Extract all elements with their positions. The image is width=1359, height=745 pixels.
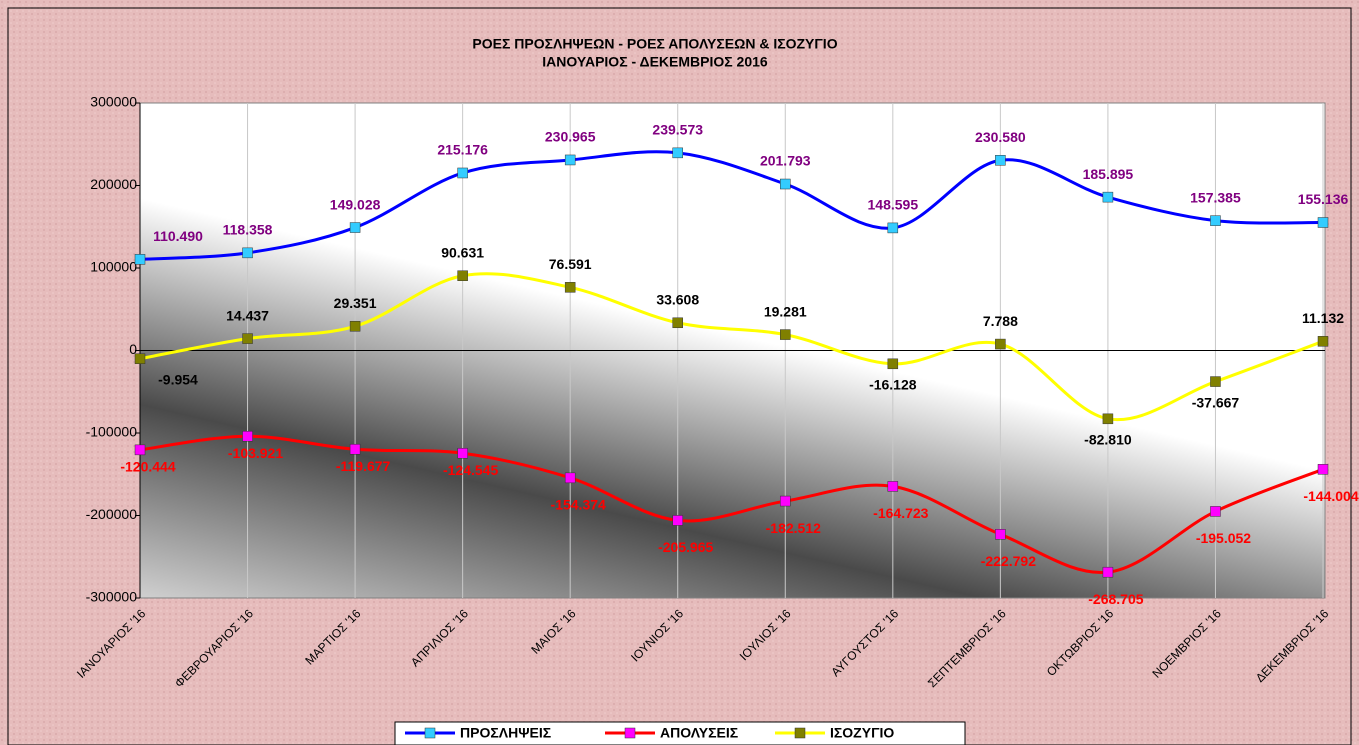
chart-border — [7, 7, 1352, 745]
data-label: 155.136 — [1298, 191, 1349, 207]
data-label: -82.810 — [1084, 432, 1132, 448]
chart-title: ΡΟΕΣ ΠΡΟΣΛΗΨΕΩΝ - ΡΟΕΣ ΑΠΟΛΥΣΕΩΝ & ΙΣΟΖΥ… — [472, 36, 837, 52]
data-point — [1317, 336, 1329, 347]
y-tick-label: 300000 — [90, 94, 137, 110]
data-point — [134, 353, 146, 364]
data-point — [564, 472, 576, 484]
data-label: -16.128 — [869, 377, 917, 393]
data-label: -119.677 — [336, 458, 391, 474]
data-label: 230.965 — [545, 129, 596, 145]
data-label: -164.723 — [873, 505, 928, 521]
legend — [394, 721, 966, 745]
data-point — [134, 254, 146, 265]
data-label: -103.921 — [228, 445, 283, 461]
data-point — [995, 529, 1006, 540]
data-point — [1210, 506, 1221, 517]
data-label: 230.580 — [975, 129, 1026, 145]
data-label: -9.954 — [158, 371, 198, 387]
data-point — [780, 329, 791, 340]
data-point — [457, 167, 468, 179]
data-label: -205.965 — [658, 539, 713, 555]
data-point — [887, 481, 899, 492]
data-point — [242, 430, 253, 442]
data-label: -37.667 — [1192, 394, 1240, 410]
data-point — [780, 495, 791, 507]
data-label: 19.281 — [764, 303, 807, 319]
data-label: -124.545 — [443, 462, 498, 478]
data-point — [1102, 566, 1114, 578]
data-point — [672, 515, 683, 526]
series-line — [139, 434, 1324, 574]
data-point — [564, 154, 576, 166]
data-label: 201.793 — [760, 153, 811, 169]
data-point — [995, 155, 1006, 166]
data-point — [1102, 191, 1114, 203]
legend-marker — [624, 727, 636, 739]
data-point — [457, 447, 468, 459]
data-point — [349, 321, 361, 332]
chart-subtitle: ΙΑΝΟΥΑΡΙΟΣ - ΔΕΚΕΜΒΡΙΟΣ 2016 — [542, 54, 768, 70]
data-point — [887, 222, 899, 234]
data-point — [1317, 217, 1329, 228]
y-tick-label: 0 — [129, 341, 137, 357]
data-point — [1210, 376, 1221, 387]
data-label: 29.351 — [334, 295, 377, 311]
legend-marker — [794, 727, 806, 739]
data-label: 149.028 — [330, 196, 381, 212]
legend-marker — [424, 727, 436, 739]
data-label: 239.573 — [652, 122, 703, 138]
y-tick-label: -100000 — [86, 424, 138, 440]
data-point — [672, 147, 683, 159]
data-point — [564, 282, 576, 293]
data-label: -144.004 — [1303, 488, 1358, 504]
data-point — [242, 247, 253, 259]
data-point — [1317, 464, 1329, 475]
data-label: 215.176 — [437, 142, 488, 158]
data-label: -268.705 — [1088, 591, 1143, 607]
data-label: 118.358 — [223, 222, 273, 238]
data-label: 110.490 — [153, 228, 203, 244]
data-label: -182.512 — [766, 520, 821, 536]
data-point — [457, 270, 468, 281]
y-tick-label: 200000 — [90, 176, 137, 192]
data-point — [349, 222, 361, 233]
legend-label: ΙΣΟΖΥΓΙΟ — [830, 725, 894, 741]
data-label: 90.631 — [441, 244, 484, 260]
y-tick-label: -200000 — [86, 506, 138, 522]
data-point — [1102, 413, 1114, 425]
data-label: 14.437 — [226, 307, 269, 323]
data-label: 185.895 — [1083, 166, 1134, 182]
data-point — [1210, 215, 1221, 226]
data-label: 11.132 — [1302, 310, 1344, 326]
data-point — [995, 338, 1006, 350]
legend-label: ΑΠΟΛΥΣΕΙΣ — [660, 725, 738, 741]
data-point — [780, 178, 791, 190]
data-label: 76.591 — [549, 256, 592, 272]
data-label: -222.792 — [981, 553, 1036, 569]
data-point — [672, 317, 683, 329]
series-line — [139, 272, 1324, 422]
data-label: -154.374 — [551, 497, 606, 513]
data-label: 148.595 — [868, 197, 919, 213]
data-point — [134, 444, 146, 456]
data-label: 157.385 — [1190, 189, 1241, 205]
legend-label: ΠΡΟΣΛΗΨΕΙΣ — [460, 725, 551, 741]
data-label: -195.052 — [1196, 530, 1251, 546]
data-label: 7.788 — [983, 313, 1018, 329]
y-tick-label: -300000 — [86, 589, 138, 605]
data-point — [887, 358, 899, 370]
y-tick-label: 100000 — [90, 259, 137, 275]
data-label: 33.608 — [656, 291, 699, 307]
data-point — [349, 443, 361, 455]
data-point — [242, 333, 253, 344]
data-label: -120.444 — [120, 459, 175, 475]
